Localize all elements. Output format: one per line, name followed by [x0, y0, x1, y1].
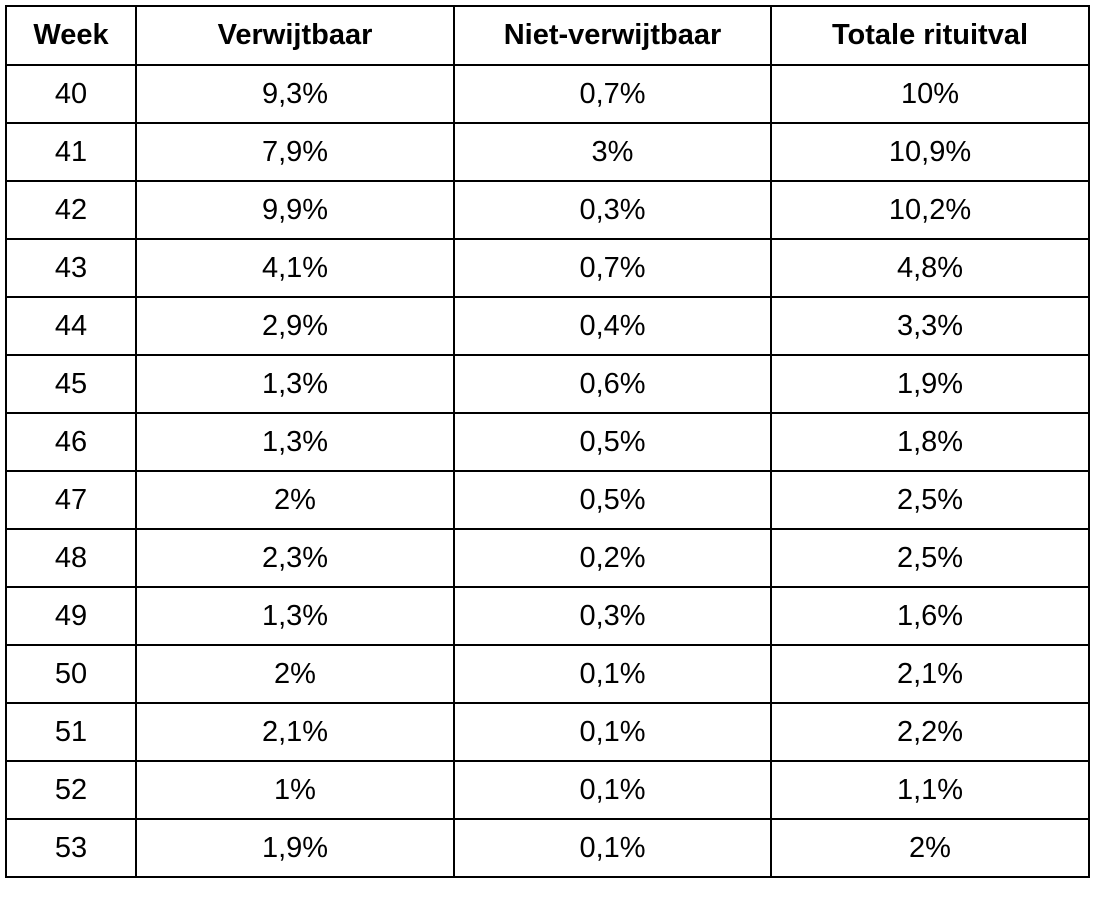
cell-niet-verwijtbaar: 0,7% — [453, 64, 772, 124]
data-table-container: Week Verwijtbaar Niet-verwijtbaar Totale… — [5, 5, 1090, 878]
cell-verwijtbaar: 1,3% — [135, 354, 455, 414]
cell-verwijtbaar: 2,9% — [135, 296, 455, 356]
cell-totale-rituitval: 1,8% — [770, 412, 1090, 472]
cell-week: 46 — [5, 412, 137, 472]
cell-totale-rituitval: 2,2% — [770, 702, 1090, 762]
table-row: 50 2% 0,1% 2,1% — [5, 644, 1090, 704]
cell-niet-verwijtbaar: 3% — [453, 122, 772, 182]
cell-week: 44 — [5, 296, 137, 356]
cell-niet-verwijtbaar: 0,6% — [453, 354, 772, 414]
cell-niet-verwijtbaar: 0,3% — [453, 180, 772, 240]
column-header-verwijtbaar: Verwijtbaar — [135, 5, 455, 66]
cell-week: 47 — [5, 470, 137, 530]
table-row: 49 1,3% 0,3% 1,6% — [5, 586, 1090, 646]
cell-totale-rituitval: 3,3% — [770, 296, 1090, 356]
table-row: 46 1,3% 0,5% 1,8% — [5, 412, 1090, 472]
cell-week: 41 — [5, 122, 137, 182]
table-body: 40 9,3% 0,7% 10% 41 7,9% 3% 10,9% 42 9,9% 0,3% 10,2… — [5, 64, 1090, 878]
cell-totale-rituitval: 2,5% — [770, 470, 1090, 530]
cell-totale-rituitval: 4,8% — [770, 238, 1090, 298]
cell-verwijtbaar: 2,3% — [135, 528, 455, 588]
cell-verwijtbaar: 4,1% — [135, 238, 455, 298]
cell-week: 50 — [5, 644, 137, 704]
cell-verwijtbaar: 9,3% — [135, 64, 455, 124]
cell-totale-rituitval: 10,9% — [770, 122, 1090, 182]
cell-verwijtbaar: 1,3% — [135, 412, 455, 472]
table-row: 43 4,1% 0,7% 4,8% — [5, 238, 1090, 298]
cell-niet-verwijtbaar: 0,1% — [453, 644, 772, 704]
cell-niet-verwijtbaar: 0,3% — [453, 586, 772, 646]
cell-week: 49 — [5, 586, 137, 646]
cell-week: 48 — [5, 528, 137, 588]
cell-niet-verwijtbaar: 0,1% — [453, 818, 772, 878]
cell-totale-rituitval: 1,9% — [770, 354, 1090, 414]
cell-verwijtbaar: 9,9% — [135, 180, 455, 240]
cell-week: 42 — [5, 180, 137, 240]
column-header-niet-verwijtbaar: Niet-verwijtbaar — [453, 5, 772, 66]
cell-week: 43 — [5, 238, 137, 298]
table-row: 45 1,3% 0,6% 1,9% — [5, 354, 1090, 414]
cell-niet-verwijtbaar: 0,1% — [453, 702, 772, 762]
column-header-totale-rituitval: Totale rituitval — [770, 5, 1090, 66]
cell-verwijtbaar: 2,1% — [135, 702, 455, 762]
cell-week: 51 — [5, 702, 137, 762]
table-row: 40 9,3% 0,7% 10% — [5, 64, 1090, 124]
cell-week: 45 — [5, 354, 137, 414]
cell-niet-verwijtbaar: 0,1% — [453, 760, 772, 820]
cell-verwijtbaar: 2% — [135, 644, 455, 704]
cell-week: 52 — [5, 760, 137, 820]
cell-niet-verwijtbaar: 0,5% — [453, 470, 772, 530]
table-row: 44 2,9% 0,4% 3,3% — [5, 296, 1090, 356]
cell-totale-rituitval: 2% — [770, 818, 1090, 878]
cell-week: 53 — [5, 818, 137, 878]
table-row: 51 2,1% 0,1% 2,2% — [5, 702, 1090, 762]
cell-totale-rituitval: 10% — [770, 64, 1090, 124]
cell-totale-rituitval: 10,2% — [770, 180, 1090, 240]
cell-niet-verwijtbaar: 0,4% — [453, 296, 772, 356]
column-header-week: Week — [5, 5, 137, 66]
cell-totale-rituitval: 2,1% — [770, 644, 1090, 704]
table-row: 52 1% 0,1% 1,1% — [5, 760, 1090, 820]
cell-totale-rituitval: 1,6% — [770, 586, 1090, 646]
table-row: 42 9,9% 0,3% 10,2% — [5, 180, 1090, 240]
cell-totale-rituitval: 2,5% — [770, 528, 1090, 588]
table-row: 48 2,3% 0,2% 2,5% — [5, 528, 1090, 588]
cell-week: 40 — [5, 64, 137, 124]
table-row: 41 7,9% 3% 10,9% — [5, 122, 1090, 182]
cell-niet-verwijtbaar: 0,2% — [453, 528, 772, 588]
cell-verwijtbaar: 1,9% — [135, 818, 455, 878]
cell-verwijtbaar: 7,9% — [135, 122, 455, 182]
table-row: 47 2% 0,5% 2,5% — [5, 470, 1090, 530]
cell-niet-verwijtbaar: 0,7% — [453, 238, 772, 298]
rituitval-table: Week Verwijtbaar Niet-verwijtbaar Totale… — [5, 5, 1090, 878]
cell-verwijtbaar: 1% — [135, 760, 455, 820]
cell-niet-verwijtbaar: 0,5% — [453, 412, 772, 472]
cell-verwijtbaar: 1,3% — [135, 586, 455, 646]
cell-totale-rituitval: 1,1% — [770, 760, 1090, 820]
cell-verwijtbaar: 2% — [135, 470, 455, 530]
table-header-row: Week Verwijtbaar Niet-verwijtbaar Totale… — [5, 5, 1090, 66]
table-row: 53 1,9% 0,1% 2% — [5, 818, 1090, 878]
